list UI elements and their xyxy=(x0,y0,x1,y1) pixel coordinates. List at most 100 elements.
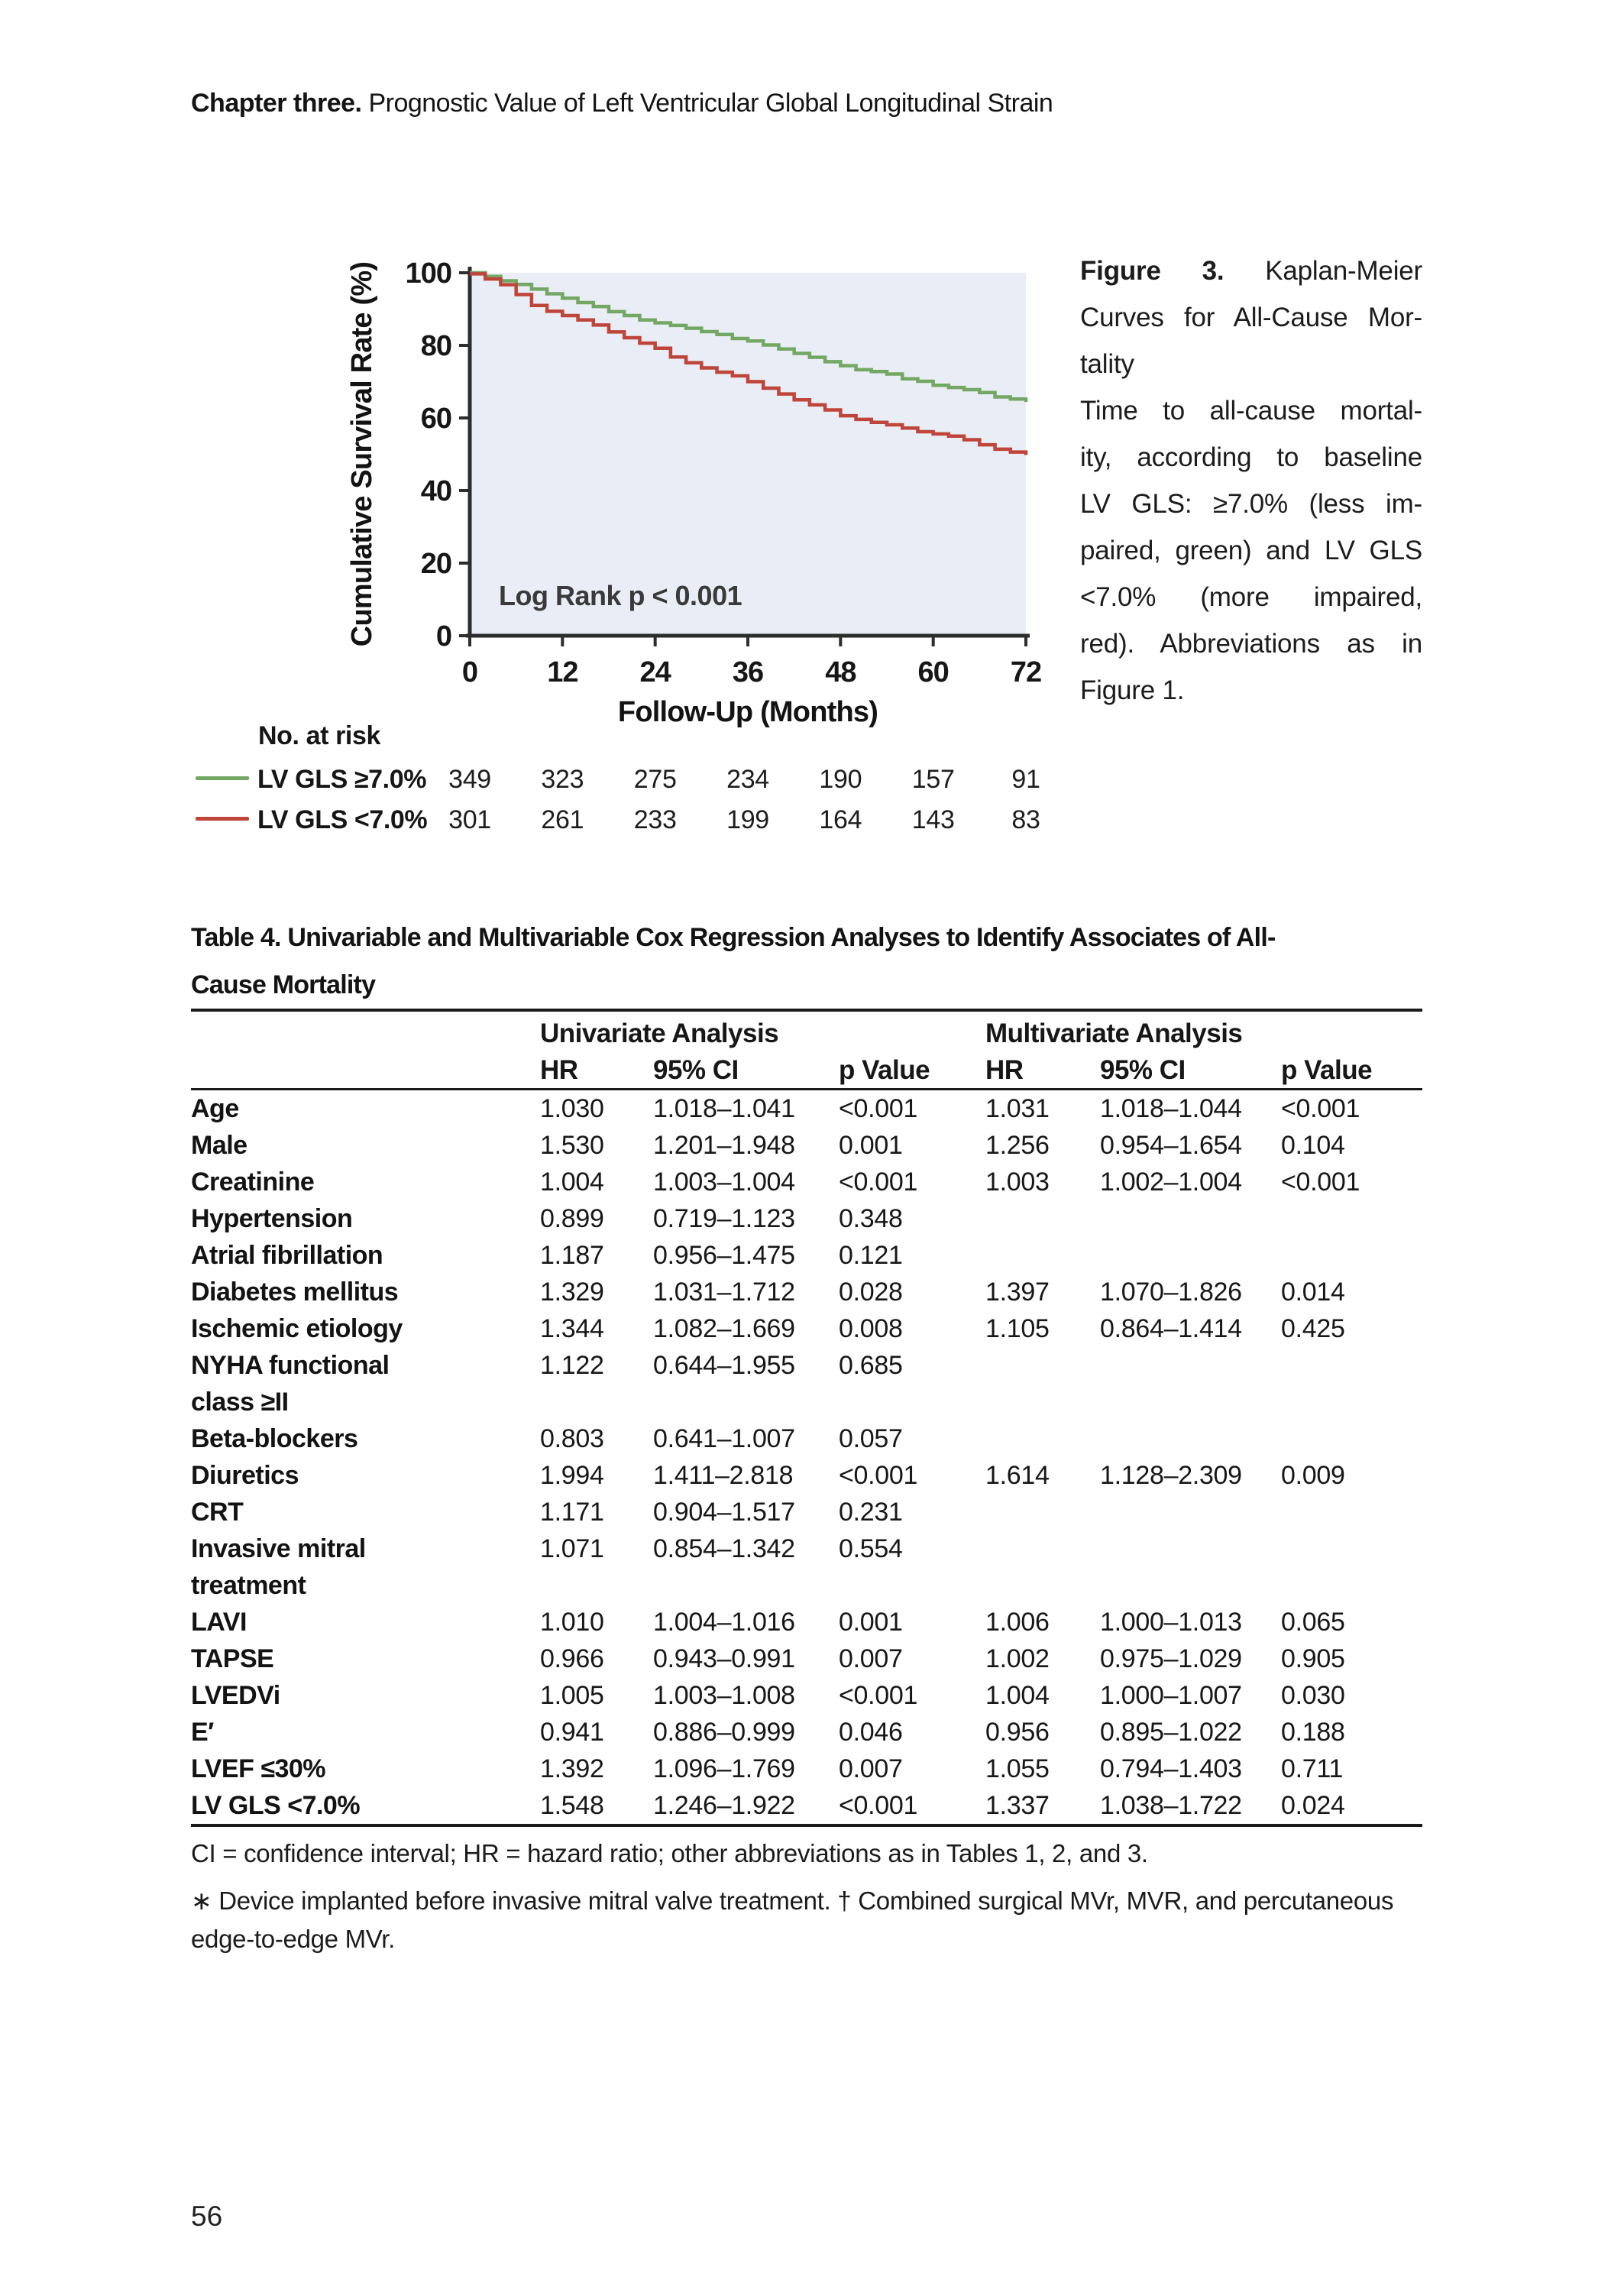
table-cell: 1.994 xyxy=(540,1461,604,1490)
table-cell: 0.007 xyxy=(839,1754,903,1783)
table-cell: 0.024 xyxy=(1281,1791,1345,1820)
table-cell: 0.065 xyxy=(1281,1608,1345,1637)
row-label: Diabetes mellitus xyxy=(191,1278,399,1307)
at-risk-row: LV GLS ≥7.0% 349 323 275 234 190 157 91 xyxy=(0,761,1624,798)
table-row: Diuretics 1.994 1.411–2.818 <0.001 1.614 1.12… xyxy=(191,1457,1422,1494)
table-cell: 0.121 xyxy=(839,1241,903,1270)
table-cell: 1.171 xyxy=(540,1498,604,1527)
at-risk-count: 234 xyxy=(726,765,769,794)
chapter-label: Chapter three. xyxy=(191,89,362,118)
table-cell: 1.337 xyxy=(985,1791,1050,1820)
table-cell: 0.803 xyxy=(540,1424,604,1453)
column-header: 95% CI xyxy=(653,1055,739,1085)
table-cell: 1.411–2.818 xyxy=(653,1461,794,1490)
table-cell: 0.188 xyxy=(1281,1718,1345,1747)
table-cell: 1.344 xyxy=(540,1314,604,1343)
table-title: Table 4. Univariable and Multivariable C… xyxy=(191,914,1422,1009)
x-tick-label: 0 xyxy=(462,656,477,688)
y-tick-label: 40 xyxy=(421,475,451,507)
row-label: Ischemic etiology xyxy=(191,1314,403,1343)
table-cell: 1.128–2.309 xyxy=(1100,1461,1242,1490)
table-bottom-rule xyxy=(191,1824,1422,1827)
plot-background xyxy=(470,273,1026,636)
table-cell: 0.057 xyxy=(839,1424,903,1453)
table-cell: 0.046 xyxy=(839,1718,903,1747)
table-cell: <0.001 xyxy=(1281,1168,1360,1197)
row-label: Age xyxy=(191,1094,239,1123)
table-cell: <0.001 xyxy=(1281,1094,1360,1123)
at-risk-series-label: LV GLS <7.0% xyxy=(257,805,428,834)
at-risk-count: 83 xyxy=(1011,805,1040,834)
caption-line: Figure 3. Kaplan-Meier xyxy=(1080,256,1422,286)
table-cell: 0.854–1.342 xyxy=(653,1534,795,1563)
table-cell: 1.329 xyxy=(540,1278,604,1307)
table-cell: 0.956–1.475 xyxy=(653,1241,795,1270)
x-tick-label: 48 xyxy=(825,656,856,688)
at-risk-count: 275 xyxy=(633,765,677,794)
row-label: Creatinine xyxy=(191,1168,315,1197)
table-cell: 1.006 xyxy=(985,1608,1050,1637)
caption-line: LV GLS: ≥7.0% (less im- xyxy=(1080,489,1422,519)
table-row: Invasive mitral treatment 1.071 0.854–1.34… xyxy=(191,1530,1422,1604)
survival-curve-red xyxy=(470,272,1028,455)
table-cell: 0.030 xyxy=(1281,1681,1345,1710)
table-cell: 1.031 xyxy=(985,1094,1050,1123)
table-cell: 1.004 xyxy=(985,1681,1050,1710)
at-risk-count: 261 xyxy=(541,805,584,834)
table-cell: <0.001 xyxy=(839,1791,918,1820)
table-cell: 0.554 xyxy=(839,1534,903,1563)
row-label: NYHA functional class ≥II xyxy=(191,1351,390,1417)
caption-line: paired, green) and LV GLS xyxy=(1080,536,1422,565)
table-cell: 0.008 xyxy=(839,1314,903,1343)
table-cell: <0.001 xyxy=(839,1094,918,1123)
figure-caption: Figure 3. Kaplan-Meier Curves for All-Cau… xyxy=(1080,248,1422,714)
table-title-line: Table 4. Univariable and Multivariable C… xyxy=(191,923,1276,952)
group-header-spacer xyxy=(191,1015,540,1053)
row-label: LVEDVi xyxy=(191,1681,280,1710)
row-label: Diuretics xyxy=(191,1461,299,1490)
row-label: LAVI xyxy=(191,1608,247,1637)
row-label: LV GLS <7.0% xyxy=(191,1791,361,1820)
table-cell: 0.711 xyxy=(1281,1754,1344,1783)
table-cell: 1.187 xyxy=(540,1241,604,1270)
row-label: Hypertension xyxy=(191,1204,353,1233)
at-risk-count: 301 xyxy=(448,805,491,834)
table-cell: 1.256 xyxy=(985,1131,1050,1160)
table-row: Ischemic etiology 1.344 1.082–1.669 0.008 1.… xyxy=(191,1310,1422,1347)
table-top-rule xyxy=(191,1009,1422,1012)
table-cell: 1.392 xyxy=(540,1754,604,1783)
table-cell: 1.096–1.769 xyxy=(653,1754,795,1783)
table-cell: 0.794–1.403 xyxy=(1100,1754,1242,1783)
table-cell: 1.201–1.948 xyxy=(653,1131,795,1160)
table-cell: 0.007 xyxy=(839,1644,903,1673)
at-risk-count: 91 xyxy=(1011,765,1040,794)
y-axis-label: Cumulative Survival Rate (%) xyxy=(346,262,378,646)
table-group-header-row: Univariate Analysis Multivariate Analysis xyxy=(191,1012,1422,1053)
table-cell: 0.001 xyxy=(839,1608,903,1637)
table-row: CRT 1.171 0.904–1.517 0.231 xyxy=(191,1494,1422,1530)
at-risk-row: LV GLS <7.0% 301 261 233 199 164 143 83 xyxy=(0,802,1624,838)
table-cell: 1.002 xyxy=(985,1644,1050,1673)
table-row: Beta-blockers 0.803 0.641–1.007 0.057 xyxy=(191,1420,1422,1457)
row-label: Invasive mitral treatment xyxy=(191,1534,366,1600)
table-cell: 0.966 xyxy=(540,1644,604,1673)
caption-line: tality xyxy=(1080,349,1134,379)
green-series-swatch xyxy=(196,776,249,780)
column-header: 95% CI xyxy=(1100,1055,1186,1085)
column-header: p Value xyxy=(1281,1055,1373,1085)
table-cell: 1.005 xyxy=(540,1681,604,1710)
x-tick-label: 72 xyxy=(1011,656,1041,688)
table-row: Atrial fibrillation 1.187 0.956–1.475 0.121 xyxy=(191,1237,1422,1274)
table-cell: 1.038–1.722 xyxy=(1100,1791,1242,1820)
table-footnote: ∗ Device implanted before invasive mitra… xyxy=(191,1887,1394,1953)
table-cell: 0.644–1.955 xyxy=(653,1351,795,1380)
table-cell: 0.941 xyxy=(540,1718,604,1747)
row-label: Atrial fibrillation xyxy=(191,1241,383,1270)
km-survival-chart: 0 20 40 60 80 100 0 12 24 36 48 60 72 Cumulative Surv… xyxy=(346,257,1042,728)
group-header: Multivariate Analysis xyxy=(985,1019,1243,1048)
table-cell: 1.548 xyxy=(540,1791,604,1820)
table-cell: 1.003–1.004 xyxy=(653,1168,795,1197)
table-cell: 1.246–1.922 xyxy=(653,1791,795,1820)
table-footnote: CI = confidence interval; HR = hazard ra… xyxy=(191,1839,1148,1867)
